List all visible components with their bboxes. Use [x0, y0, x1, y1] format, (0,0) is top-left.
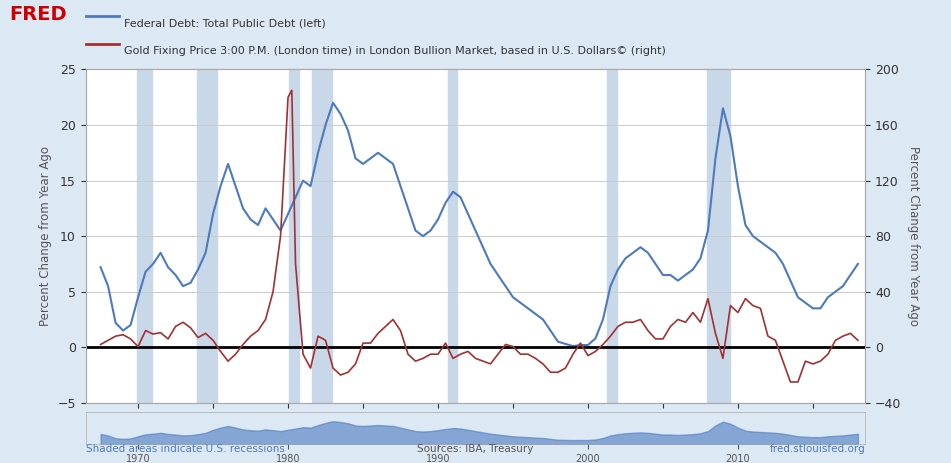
Bar [707, 69, 730, 403]
Y-axis label: Percent Change from Year Ago: Percent Change from Year Ago [39, 146, 51, 326]
Text: fred.stlouisfed.org: fred.stlouisfed.org [769, 444, 865, 454]
Y-axis label: Percent Change from Year Ago: Percent Change from Year Ago [907, 146, 920, 326]
Bar [289, 69, 300, 403]
Bar [197, 69, 217, 403]
Text: Gold Fixing Price 3:00 P.M. (London time) in London Bullion Market, based in U.S: Gold Fixing Price 3:00 P.M. (London time… [124, 46, 666, 56]
Bar [448, 69, 456, 403]
Bar [312, 69, 332, 403]
Text: Federal Debt: Total Public Debt (left): Federal Debt: Total Public Debt (left) [124, 19, 325, 29]
Bar [607, 69, 616, 403]
Text: FRED: FRED [10, 5, 68, 24]
Text: Sources: IBA, Treasury: Sources: IBA, Treasury [417, 444, 534, 454]
Bar [137, 69, 152, 403]
Text: Shaded areas indicate U.S. recessions: Shaded areas indicate U.S. recessions [86, 444, 284, 454]
